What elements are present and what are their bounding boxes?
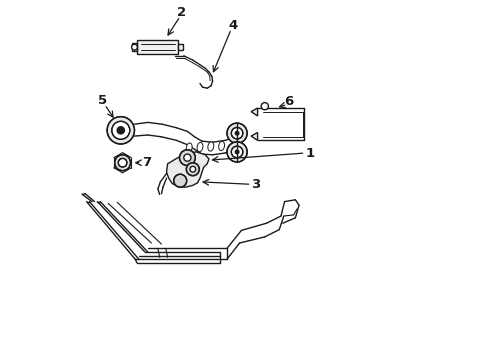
Circle shape bbox=[235, 150, 239, 154]
Ellipse shape bbox=[197, 143, 203, 152]
Ellipse shape bbox=[208, 142, 214, 151]
Circle shape bbox=[231, 127, 243, 139]
Circle shape bbox=[174, 174, 187, 187]
Circle shape bbox=[107, 117, 134, 144]
Circle shape bbox=[235, 131, 239, 135]
Polygon shape bbox=[132, 43, 137, 51]
Circle shape bbox=[184, 154, 191, 161]
Polygon shape bbox=[251, 108, 258, 116]
Circle shape bbox=[118, 158, 127, 167]
Circle shape bbox=[190, 166, 196, 172]
Polygon shape bbox=[137, 40, 178, 54]
Text: 1: 1 bbox=[305, 147, 315, 159]
Text: 4: 4 bbox=[229, 19, 238, 32]
Circle shape bbox=[227, 142, 247, 162]
Circle shape bbox=[186, 163, 199, 176]
Circle shape bbox=[112, 121, 130, 139]
Polygon shape bbox=[251, 132, 258, 140]
Text: 5: 5 bbox=[98, 94, 107, 107]
Text: 3: 3 bbox=[251, 178, 260, 191]
Polygon shape bbox=[167, 152, 209, 187]
Text: 2: 2 bbox=[177, 6, 187, 19]
Circle shape bbox=[231, 146, 243, 158]
Circle shape bbox=[261, 103, 269, 110]
Circle shape bbox=[115, 155, 130, 171]
Ellipse shape bbox=[186, 143, 192, 152]
Circle shape bbox=[227, 123, 247, 143]
Text: 7: 7 bbox=[143, 156, 151, 169]
Polygon shape bbox=[178, 44, 183, 50]
Ellipse shape bbox=[219, 141, 224, 150]
Circle shape bbox=[179, 150, 196, 166]
Circle shape bbox=[117, 127, 124, 134]
Text: 6: 6 bbox=[284, 95, 294, 108]
Circle shape bbox=[132, 44, 137, 50]
